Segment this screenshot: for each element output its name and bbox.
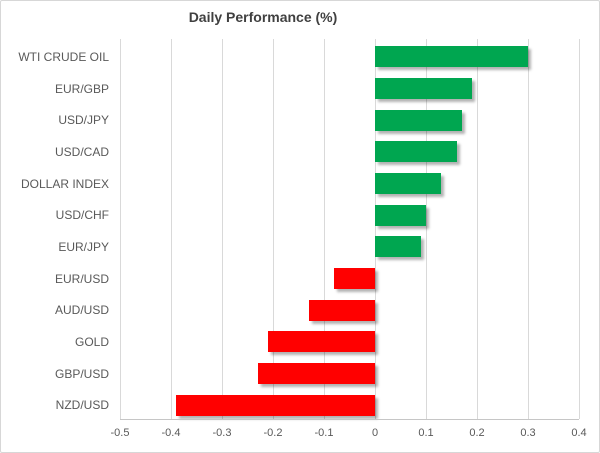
bar-usd-chf: [375, 204, 426, 226]
gridline: [579, 39, 580, 419]
category-label: USD/JPY: [58, 113, 109, 128]
x-tick-label: 0: [371, 427, 379, 439]
category-label: USD/CAD: [54, 144, 109, 159]
bar-usd-jpy: [375, 109, 462, 131]
x-tick-label: -0.5: [110, 427, 130, 439]
x-tick-label: -0.3: [212, 427, 232, 439]
bar-gbp-usd: [257, 363, 375, 384]
gridline: [426, 39, 427, 419]
bar-dollar-index: [375, 173, 442, 194]
bar-gold: [267, 331, 375, 353]
x-tick-label: 0.3: [520, 427, 536, 439]
category-label: GOLD: [74, 334, 109, 349]
gridline: [273, 39, 274, 419]
category-label: NZD/USD: [55, 398, 109, 413]
gridline: [171, 39, 172, 419]
category-label: USD/CHF: [55, 208, 109, 223]
x-tick-label: 0.1: [418, 427, 434, 439]
x-tick-label: 0.4: [571, 427, 587, 439]
x-tick-label: -0.1: [314, 427, 334, 439]
plot-area: [120, 39, 580, 419]
chart-title: Daily Performance (%): [188, 9, 338, 25]
bar-nzd-usd: [176, 394, 375, 416]
gridline: [375, 39, 376, 419]
gridline: [477, 39, 478, 419]
gridline: [120, 39, 121, 419]
bar-eur-jpy: [375, 236, 421, 258]
gridline: [528, 39, 529, 419]
category-label: GBP/USD: [54, 366, 109, 381]
category-label: EUR/USD: [54, 271, 109, 286]
bar-eur-gbp: [375, 78, 472, 99]
bar-aud-usd: [308, 299, 375, 321]
x-tick-label: -0.2: [263, 427, 283, 439]
category-label: DOLLAR INDEX: [20, 176, 109, 191]
category-label: AUD/USD: [54, 303, 109, 318]
bar-usd-cad: [375, 141, 457, 163]
gridline: [324, 39, 325, 419]
category-label: EUR/JPY: [58, 239, 109, 254]
bar-wti-crude-oil: [375, 46, 528, 68]
bar-eur-usd: [334, 268, 375, 289]
x-tick-label: -0.4: [161, 427, 181, 439]
x-axis-line: [120, 419, 579, 420]
gridline: [222, 39, 223, 419]
x-tick-label: 0.2: [469, 427, 485, 439]
category-label: WTI CRUDE OIL: [18, 49, 109, 64]
category-label: EUR/GBP: [54, 81, 109, 96]
